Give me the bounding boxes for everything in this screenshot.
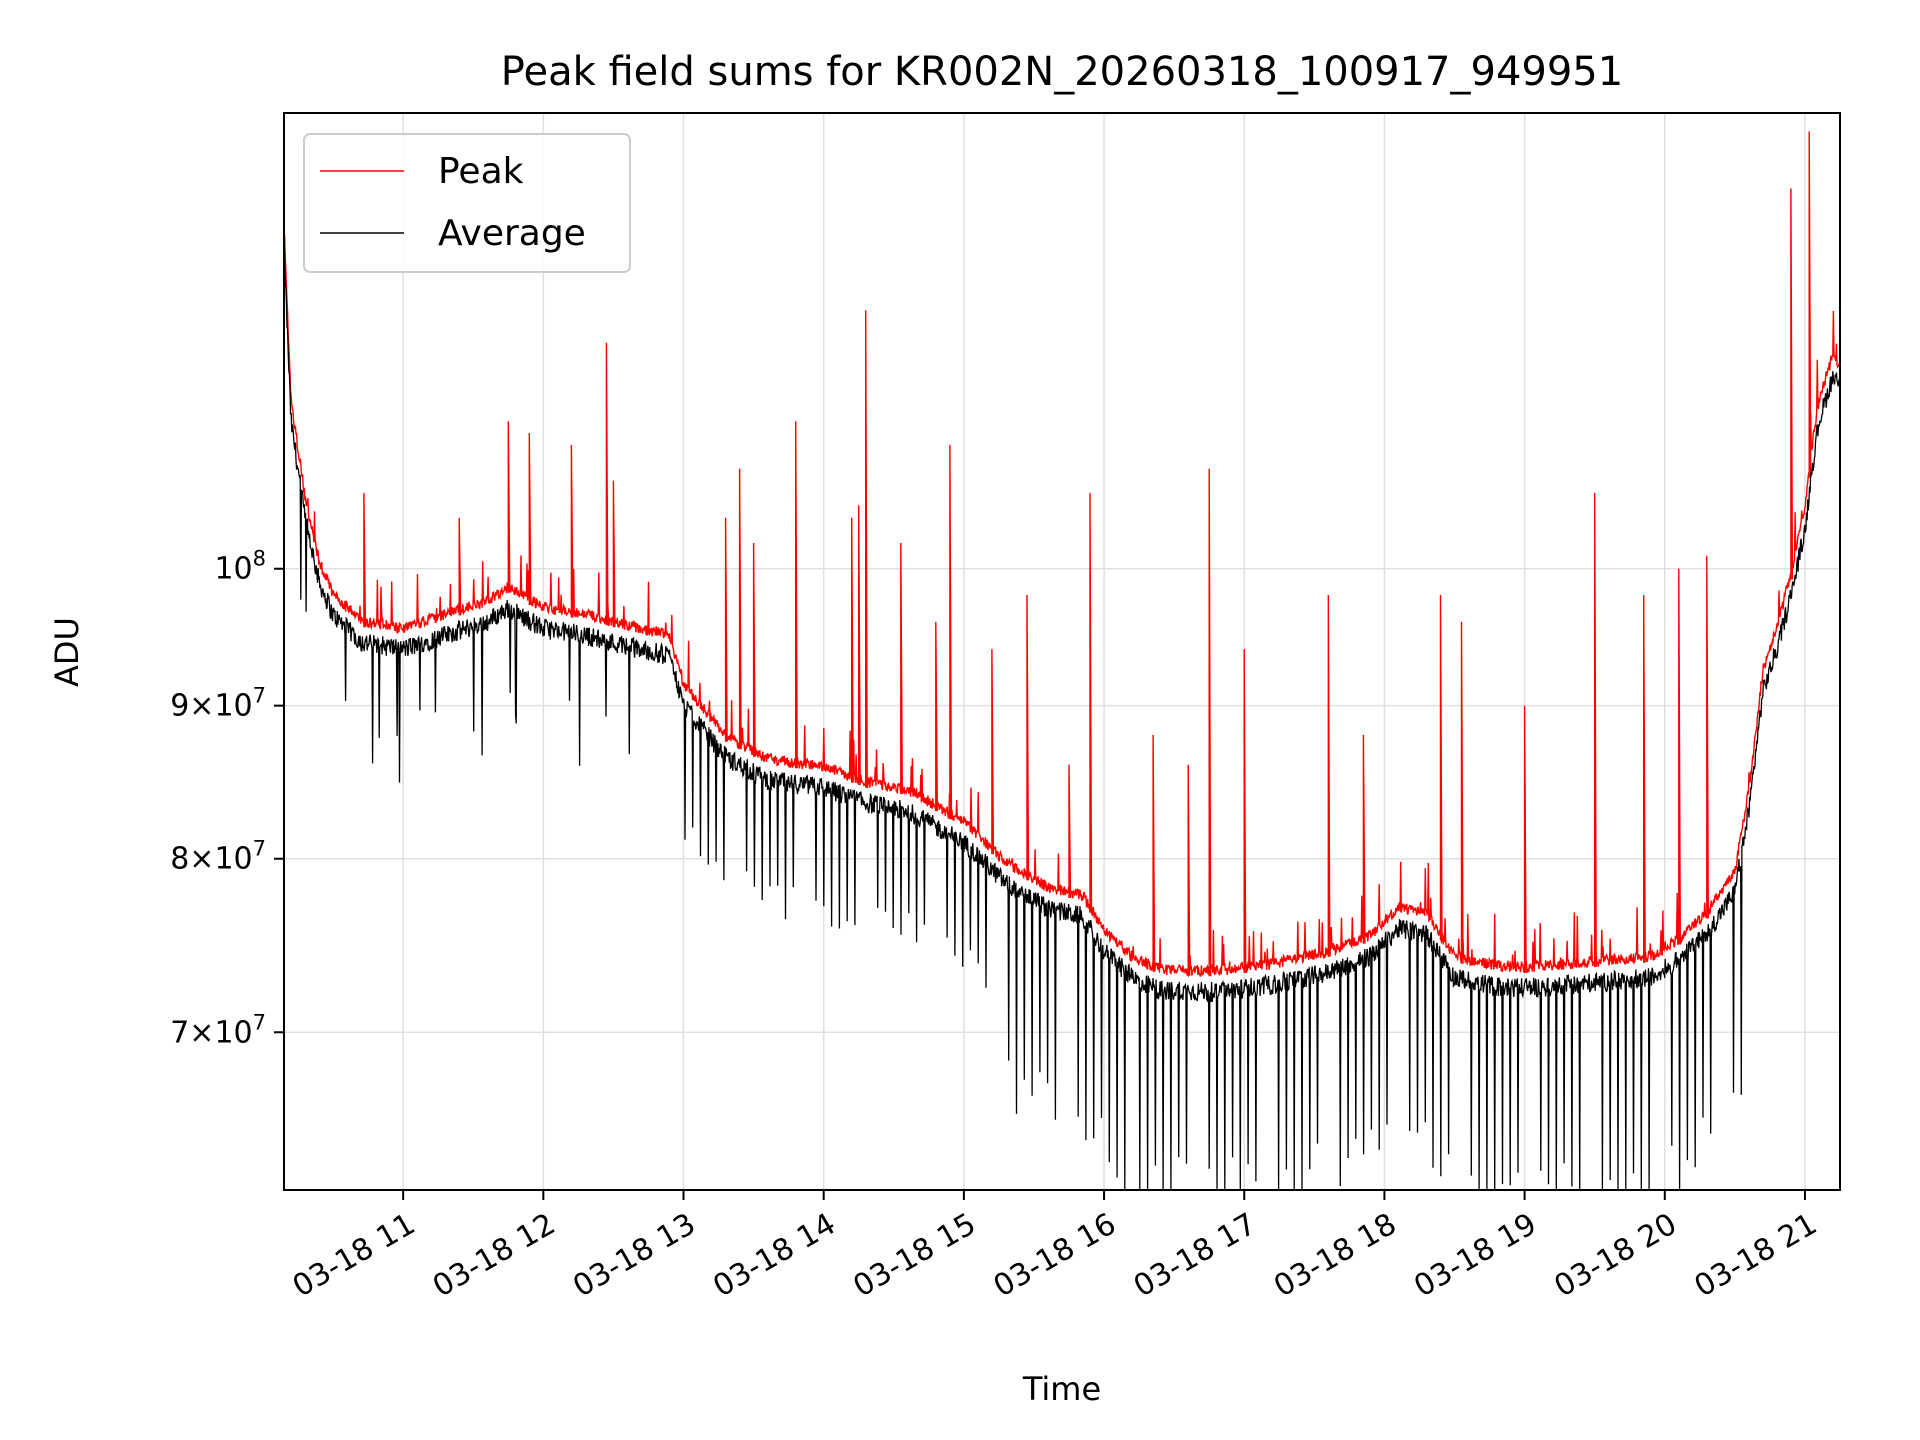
series-peak-line xyxy=(283,131,1841,978)
y-tick-label: 8×107 xyxy=(170,837,266,877)
chart-title: Peak field sums for KR002N_20260318_1009… xyxy=(501,49,1623,95)
grid-lines xyxy=(284,113,1840,1190)
x-axis-label: Time xyxy=(1022,1370,1101,1408)
series-average-line xyxy=(283,244,1841,1190)
y-tick-label: 108 xyxy=(214,547,266,587)
y-axis-label: ADU xyxy=(48,617,86,687)
y-axis-ticks: 7×107 8×107 9×107 108 xyxy=(170,547,284,1050)
y-tick-label: 9×107 xyxy=(170,684,266,724)
legend: Peak Average xyxy=(303,133,631,273)
axes-frame xyxy=(283,112,1841,1191)
legend-box xyxy=(303,133,631,273)
legend-label-peak: Peak xyxy=(438,151,524,192)
plot-area xyxy=(283,131,1841,1190)
legend-label-average: Average xyxy=(438,213,586,254)
y-tick-label: 7×107 xyxy=(170,1010,266,1050)
